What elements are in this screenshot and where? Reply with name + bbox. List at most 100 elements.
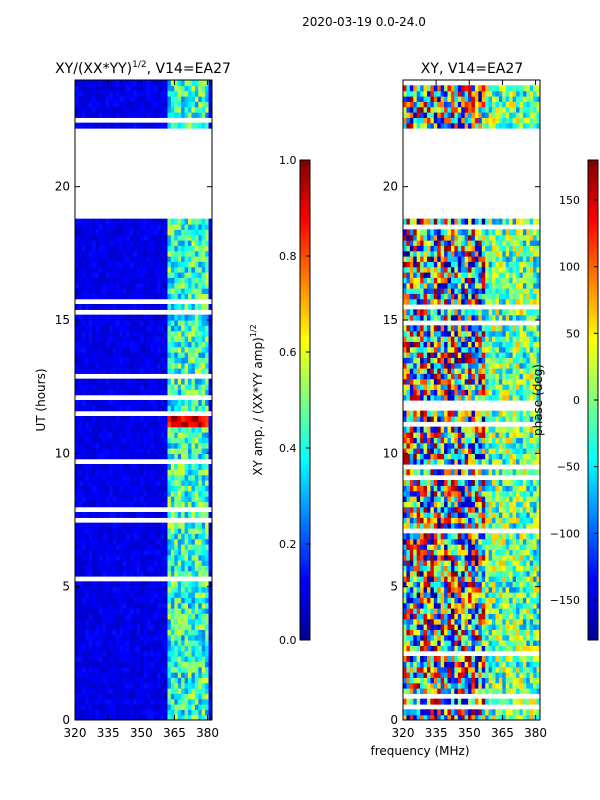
heatmap-cell <box>95 442 100 449</box>
heatmap-cell <box>208 672 212 678</box>
heatmap-cell <box>461 624 466 630</box>
heatmap-cell <box>416 624 421 630</box>
heatmap-cell <box>150 645 155 652</box>
heatmap-cell <box>416 538 421 545</box>
heatmap-cell <box>413 645 418 652</box>
heatmap-cell <box>146 704 151 710</box>
heatmap-cell <box>75 560 80 566</box>
heatmap-cell <box>536 576 540 582</box>
heatmap-cell <box>191 693 196 700</box>
heatmap-cell <box>146 661 151 668</box>
heatmap-cell <box>105 634 110 641</box>
heatmap-cell <box>143 688 148 694</box>
heatmap-cell <box>92 624 97 630</box>
heatmap-cell <box>167 512 172 518</box>
heatmap-cell <box>164 469 169 476</box>
heatmap-cell <box>105 432 110 438</box>
heatmap-cell <box>536 586 540 593</box>
heatmap-cell <box>157 682 162 689</box>
heatmap-cell <box>119 272 124 278</box>
heatmap-cell <box>122 474 127 481</box>
heatmap-cell <box>512 661 517 668</box>
heatmap-cell <box>146 218 151 225</box>
heatmap-cell <box>95 261 100 268</box>
heatmap-cell <box>98 677 103 684</box>
heatmap-cell <box>468 549 473 556</box>
heatmap-cell <box>81 544 86 550</box>
heatmap-cell <box>136 448 141 454</box>
heatmap-cell <box>188 320 193 326</box>
heatmap-cell <box>81 234 86 241</box>
heatmap-cell <box>119 112 124 118</box>
heatmap-cell <box>516 666 521 673</box>
heatmap-cell <box>88 602 93 609</box>
heatmap-cell <box>95 90 100 97</box>
heatmap-cell <box>430 629 435 636</box>
heatmap-cell <box>112 602 117 609</box>
heatmap-cell <box>509 672 514 678</box>
heatmap-cell <box>75 634 80 641</box>
heatmap-cell <box>444 613 449 620</box>
heatmap-cell <box>98 512 103 518</box>
heatmap-cell <box>170 554 175 561</box>
heatmap-cell <box>133 122 138 129</box>
heatmap-cell <box>81 586 86 593</box>
heatmap-cell <box>205 677 210 684</box>
heatmap-cell <box>112 613 117 620</box>
heatmap-cell <box>447 688 452 694</box>
heatmap-cell <box>433 640 438 646</box>
heatmap-cell <box>92 272 97 278</box>
heatmap-cell <box>188 330 193 337</box>
heatmap-cell <box>433 608 438 614</box>
heatmap-cell <box>88 544 93 550</box>
heatmap-cell <box>119 634 124 641</box>
heatmap-cell <box>160 613 165 620</box>
heatmap-cell <box>188 90 193 97</box>
heatmap-cell <box>140 496 145 502</box>
heatmap-cell <box>191 586 196 593</box>
heatmap-cell <box>78 464 83 470</box>
heatmap-cell <box>75 240 80 246</box>
heatmap-cell <box>495 656 500 662</box>
heatmap-cell <box>140 234 145 241</box>
heatmap-cell <box>184 80 189 86</box>
heatmap-cell <box>157 677 162 684</box>
heatmap-cell <box>140 661 145 668</box>
heatmap-cell <box>516 714 521 720</box>
heatmap-cell <box>98 464 103 470</box>
heatmap-cell <box>157 389 162 396</box>
heatmap-cell <box>129 320 134 326</box>
heatmap-cell <box>133 277 138 284</box>
heatmap-cell <box>208 357 212 364</box>
heatmap-cell <box>167 341 172 348</box>
heatmap-cell <box>505 714 510 720</box>
heatmap-cell <box>153 677 158 684</box>
heatmap-cell <box>164 634 169 641</box>
heatmap-cell <box>150 602 155 609</box>
heatmap-cell <box>160 480 165 486</box>
heatmap-cell <box>184 362 189 369</box>
heatmap-cell <box>112 448 117 454</box>
heatmap-cell <box>208 293 212 300</box>
heatmap-cell <box>498 666 503 673</box>
heatmap-cell <box>92 378 97 385</box>
heatmap-cell <box>119 650 124 657</box>
heatmap-cell <box>454 570 459 577</box>
heatmap-cell <box>140 304 145 310</box>
heatmap-cell <box>440 592 445 598</box>
heatmap-cell <box>485 645 490 652</box>
heatmap-cell <box>126 538 131 545</box>
heatmap-cell <box>450 666 455 673</box>
heatmap-cell <box>177 688 182 694</box>
heatmap-cell <box>208 282 212 289</box>
heatmap-cell <box>437 672 442 678</box>
heatmap-cell <box>502 661 507 668</box>
heatmap-cell <box>102 544 107 550</box>
heatmap-cell <box>75 272 80 278</box>
heatmap-cell <box>170 245 175 252</box>
heatmap-cell <box>136 501 141 508</box>
heatmap-cell <box>437 661 442 668</box>
heatmap-cell <box>416 608 421 614</box>
heatmap-cell <box>461 608 466 614</box>
heatmap-cell <box>447 549 452 556</box>
